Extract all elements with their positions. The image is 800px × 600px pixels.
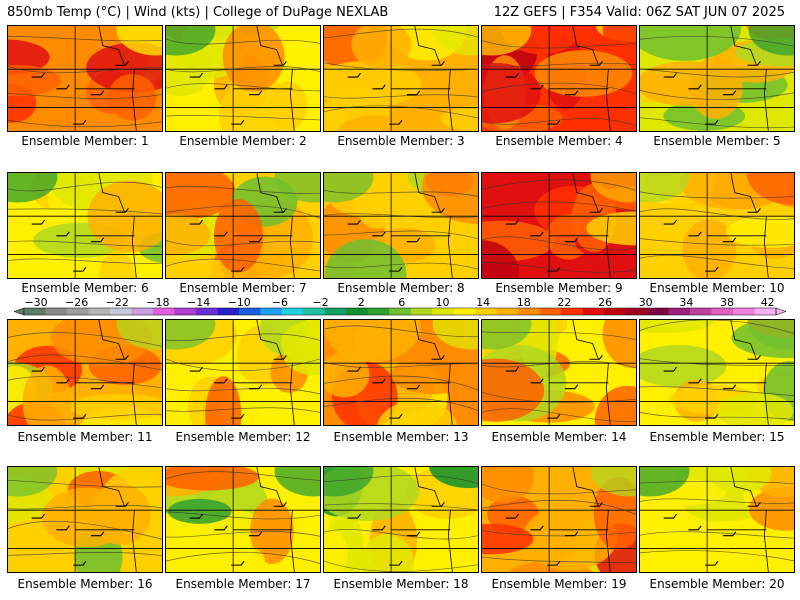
colorbar-swatch	[561, 308, 583, 315]
ensemble-member-caption: Ensemble Member: 15	[649, 430, 785, 444]
ensemble-member-map	[481, 319, 637, 426]
colorbar-swatch	[346, 308, 369, 315]
colorbar-swatch	[131, 308, 154, 315]
colorbar-tick-label: −6	[272, 298, 288, 309]
colorbar-swatch	[389, 308, 412, 315]
ensemble-member-map	[165, 25, 321, 132]
ensemble-member-caption: Ensemble Member: 16	[17, 577, 153, 591]
ensemble-member-caption: Ensemble Member: 9	[495, 281, 623, 295]
colorbar-tick-label: 42	[761, 298, 775, 309]
ensemble-member-caption: Ensemble Member: 14	[491, 430, 627, 444]
colorbar-max-arrow	[775, 307, 787, 316]
colorbar-swatch	[518, 308, 540, 315]
ensemble-member-map	[481, 466, 637, 573]
colorbar-swatch	[195, 308, 218, 315]
colorbar-swatch	[217, 308, 240, 315]
ensemble-member-map	[165, 319, 321, 426]
colorbar-swatch	[668, 308, 691, 315]
colorbar-swatch	[625, 308, 648, 315]
ensemble-member-caption: Ensemble Member: 7	[179, 281, 307, 295]
colorbar-tick-label: 18	[517, 298, 531, 309]
ensemble-member-caption: Ensemble Member: 17	[175, 577, 311, 591]
colorbar-swatch	[432, 308, 455, 315]
ensemble-member-caption: Ensemble Member: 6	[21, 281, 149, 295]
ensemble-member-caption: Ensemble Member: 1	[21, 134, 149, 148]
colorbar-swatch	[496, 308, 519, 315]
colorbar-tick-label: 26	[598, 298, 612, 309]
ensemble-member-map	[639, 25, 795, 132]
colorbar-swatch	[152, 308, 175, 315]
colorbar-tick-label: 2	[358, 298, 365, 309]
ensemble-member-map	[639, 319, 795, 426]
colorbar-tick-label: −22	[106, 298, 129, 309]
colorbar-swatch	[45, 308, 68, 315]
ensemble-member-map	[323, 172, 479, 279]
colorbar-tick-label: 6	[398, 298, 405, 309]
ensemble-member-caption: Ensemble Member: 2	[179, 134, 307, 148]
colorbar-min-arrow	[13, 307, 25, 316]
ensemble-member-map	[165, 172, 321, 279]
ensemble-member-caption: Ensemble Member: 4	[495, 134, 623, 148]
ensemble-member-caption: Ensemble Member: 10	[649, 281, 785, 295]
colorbar-tick-label: 22	[557, 298, 571, 309]
ensemble-member-map	[481, 172, 637, 279]
colorbar-swatch	[238, 308, 261, 315]
colorbar-swatch	[711, 308, 734, 315]
colorbar-swatch	[754, 308, 777, 315]
colorbar-swatch	[109, 308, 132, 315]
ensemble-member-caption: Ensemble Member: 5	[653, 134, 781, 148]
colorbar-tick-label: −30	[24, 298, 47, 309]
colorbar-swatch	[475, 308, 497, 315]
colorbar-swatch	[647, 308, 669, 315]
ensemble-member-map	[323, 466, 479, 573]
colorbar-swatch	[410, 308, 433, 315]
ensemble-member-caption: Ensemble Member: 13	[333, 430, 469, 444]
ensemble-member-caption: Ensemble Member: 19	[491, 577, 627, 591]
colorbar-swatch	[539, 308, 562, 315]
ensemble-member-caption: Ensemble Member: 11	[17, 430, 153, 444]
ensemble-member-map	[639, 172, 795, 279]
ensemble-member-caption: Ensemble Member: 3	[337, 134, 465, 148]
ensemble-member-map	[7, 172, 163, 279]
colorbar-swatch	[324, 308, 347, 315]
colorbar-tick-label: −10	[228, 298, 251, 309]
colorbar-tick-label: −14	[187, 298, 210, 309]
colorbar-swatch	[66, 308, 89, 315]
model-run-valid-time: 12Z GEFS | F354 Valid: 06Z SAT JUN 07 20…	[493, 5, 785, 20]
ensemble-member-map	[165, 466, 321, 573]
ensemble-member-caption: Ensemble Member: 20	[649, 577, 785, 591]
ensemble-member-map	[7, 466, 163, 573]
ensemble-member-caption: Ensemble Member: 8	[337, 281, 465, 295]
colorbar-swatch	[453, 308, 476, 315]
colorbar-swatch	[604, 308, 626, 315]
ensemble-member-map	[481, 25, 637, 132]
colorbar-tick-label: 34	[679, 298, 693, 309]
colorbar-swatch	[690, 308, 712, 315]
colorbar-swatch	[303, 308, 326, 315]
ensemble-member-map	[323, 25, 479, 132]
colorbar-swatch	[174, 308, 197, 315]
colorbar-swatch	[281, 308, 304, 315]
colorbar-swatch	[367, 308, 390, 315]
colorbar-tick-label: −18	[146, 298, 169, 309]
colorbar-tick-label: −2	[312, 298, 328, 309]
colorbar-swatch	[733, 308, 755, 315]
temperature-colorbar: −30 −26 −22 −18 −14 −10 −6 −2 2 6 10 14 18 22 26 30 34 38…	[13, 298, 787, 316]
colorbar-swatch	[260, 308, 283, 315]
chart-title: 850mb Temp (°C) | Wind (kts) | College o…	[7, 5, 389, 20]
colorbar-tick-label: 10	[436, 298, 450, 309]
ensemble-member-caption: Ensemble Member: 12	[175, 430, 311, 444]
ensemble-member-caption: Ensemble Member: 18	[333, 577, 469, 591]
ensemble-member-map	[7, 25, 163, 132]
colorbar-swatch	[88, 308, 111, 315]
colorbar-tick-label: 38	[720, 298, 734, 309]
colorbar-swatch	[582, 308, 605, 315]
ensemble-member-map	[323, 319, 479, 426]
colorbar-tick-label: 30	[639, 298, 653, 309]
ensemble-member-map	[7, 319, 163, 426]
colorbar-tick-label: 14	[476, 298, 490, 309]
ensemble-member-map	[639, 466, 795, 573]
colorbar-tick-label: −26	[65, 298, 88, 309]
colorbar-swatch	[24, 308, 46, 315]
